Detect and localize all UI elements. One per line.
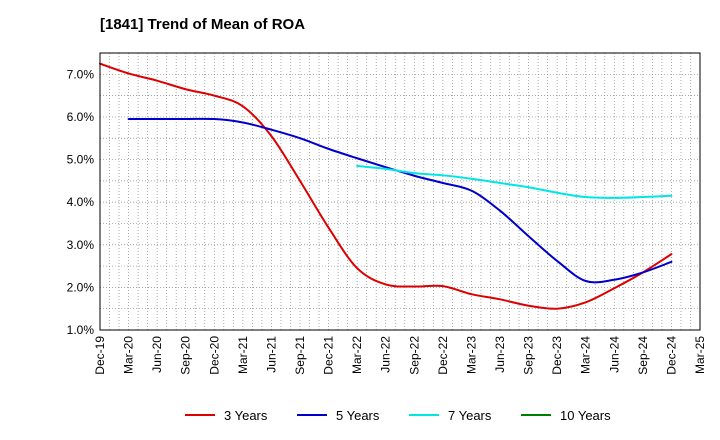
x-tick-label: Jun-21 [264,336,278,373]
x-tick-label: Mar-24 [579,336,593,374]
legend-label-10-years: 10 Years [560,408,611,423]
x-tick-label: Sep-24 [636,336,650,375]
x-tick-label: Mar-23 [464,336,478,374]
x-tick-label: Jun-24 [607,336,621,373]
y-tick-label: 6.0% [67,110,95,124]
y-tick-label: 4.0% [67,195,95,209]
y-axis: 1.0% 2.0% 3.0% 4.0% 5.0% 6.0% 7.0% [67,67,95,337]
legend-label-5-years: 5 Years [336,408,380,423]
x-tick-label: Dec-21 [322,336,336,375]
x-tick-label: Mar-21 [236,336,250,374]
y-tick-label: 1.0% [67,323,95,337]
x-tick-label: Mar-22 [350,336,364,374]
plot-frame [99,52,701,331]
x-axis: Dec-19 Mar-20 Jun-20 Sep-20 Dec-20 Mar-21 Jun-… [93,336,707,375]
series-line-7-years [356,164,673,199]
y-tick-label: 2.0% [67,280,95,294]
x-tick-label: Jun-20 [150,336,164,373]
x-tick-label: Dec-23 [550,336,564,375]
x-tick-label: Mar-25 [693,336,707,374]
y-tick-label: 3.0% [67,238,95,252]
x-tick-label: Sep-21 [293,336,307,375]
chart-title: [1841] Trend of Mean of ROA [100,16,305,33]
x-tick-label: Jun-23 [493,336,507,373]
x-tick-label: Sep-20 [179,336,193,375]
y-tick-label: 7.0% [67,67,95,81]
series-group [99,62,673,310]
x-tick-label: Sep-23 [522,336,536,375]
series-line-5-years [127,117,673,284]
legend-label-3-years: 3 Years [224,408,268,423]
x-tick-label: Mar-20 [122,336,136,374]
series-line-3-years [99,62,673,310]
grid [99,52,701,331]
x-tick-label: Jun-22 [379,336,393,373]
x-tick-label: Sep-22 [407,336,421,375]
x-tick-label: Dec-24 [664,336,678,375]
x-tick-label: Dec-19 [93,336,107,375]
x-tick-label: Dec-20 [207,336,221,375]
y-tick-label: 5.0% [67,153,95,167]
x-tick-label: Dec-22 [436,336,450,375]
legend: 3 Years 5 Years 7 Years 10 Years [185,408,611,423]
legend-label-7-years: 7 Years [448,408,492,423]
